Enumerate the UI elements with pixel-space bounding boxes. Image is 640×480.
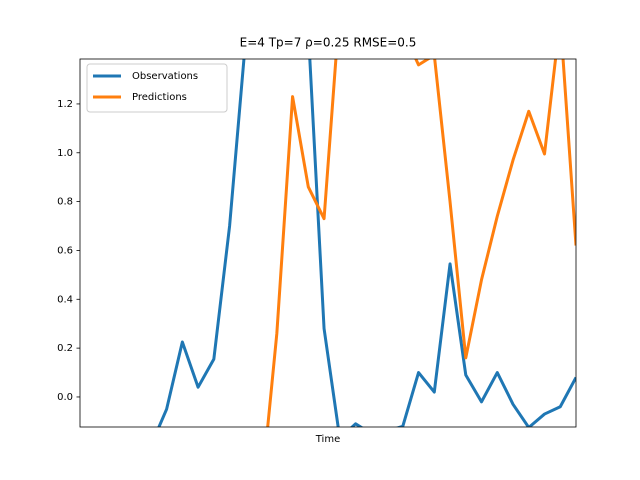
y-tick-label: 0.6	[57, 245, 73, 256]
series-line	[157, 59, 576, 427]
axes-frame	[79, 58, 577, 428]
plot-area	[157, 59, 576, 427]
chart-title: E=4 Tp=7 ρ=0.25 RMSE=0.5	[240, 36, 417, 50]
series-line	[266, 59, 576, 427]
y-tick-label: 1.0	[57, 148, 73, 159]
y-tick-label: 0.2	[57, 343, 73, 354]
legend-label: Observations	[132, 71, 198, 82]
x-axis-label: Time	[315, 434, 340, 445]
y-tick-label: 0.0	[57, 392, 73, 403]
y-tick-label: 0.4	[57, 294, 73, 305]
legend-label: Predictions	[132, 92, 187, 103]
y-tick-label: 1.2	[57, 99, 73, 110]
y-tick-label: 0.8	[57, 197, 73, 208]
legend-box	[86, 63, 228, 113]
